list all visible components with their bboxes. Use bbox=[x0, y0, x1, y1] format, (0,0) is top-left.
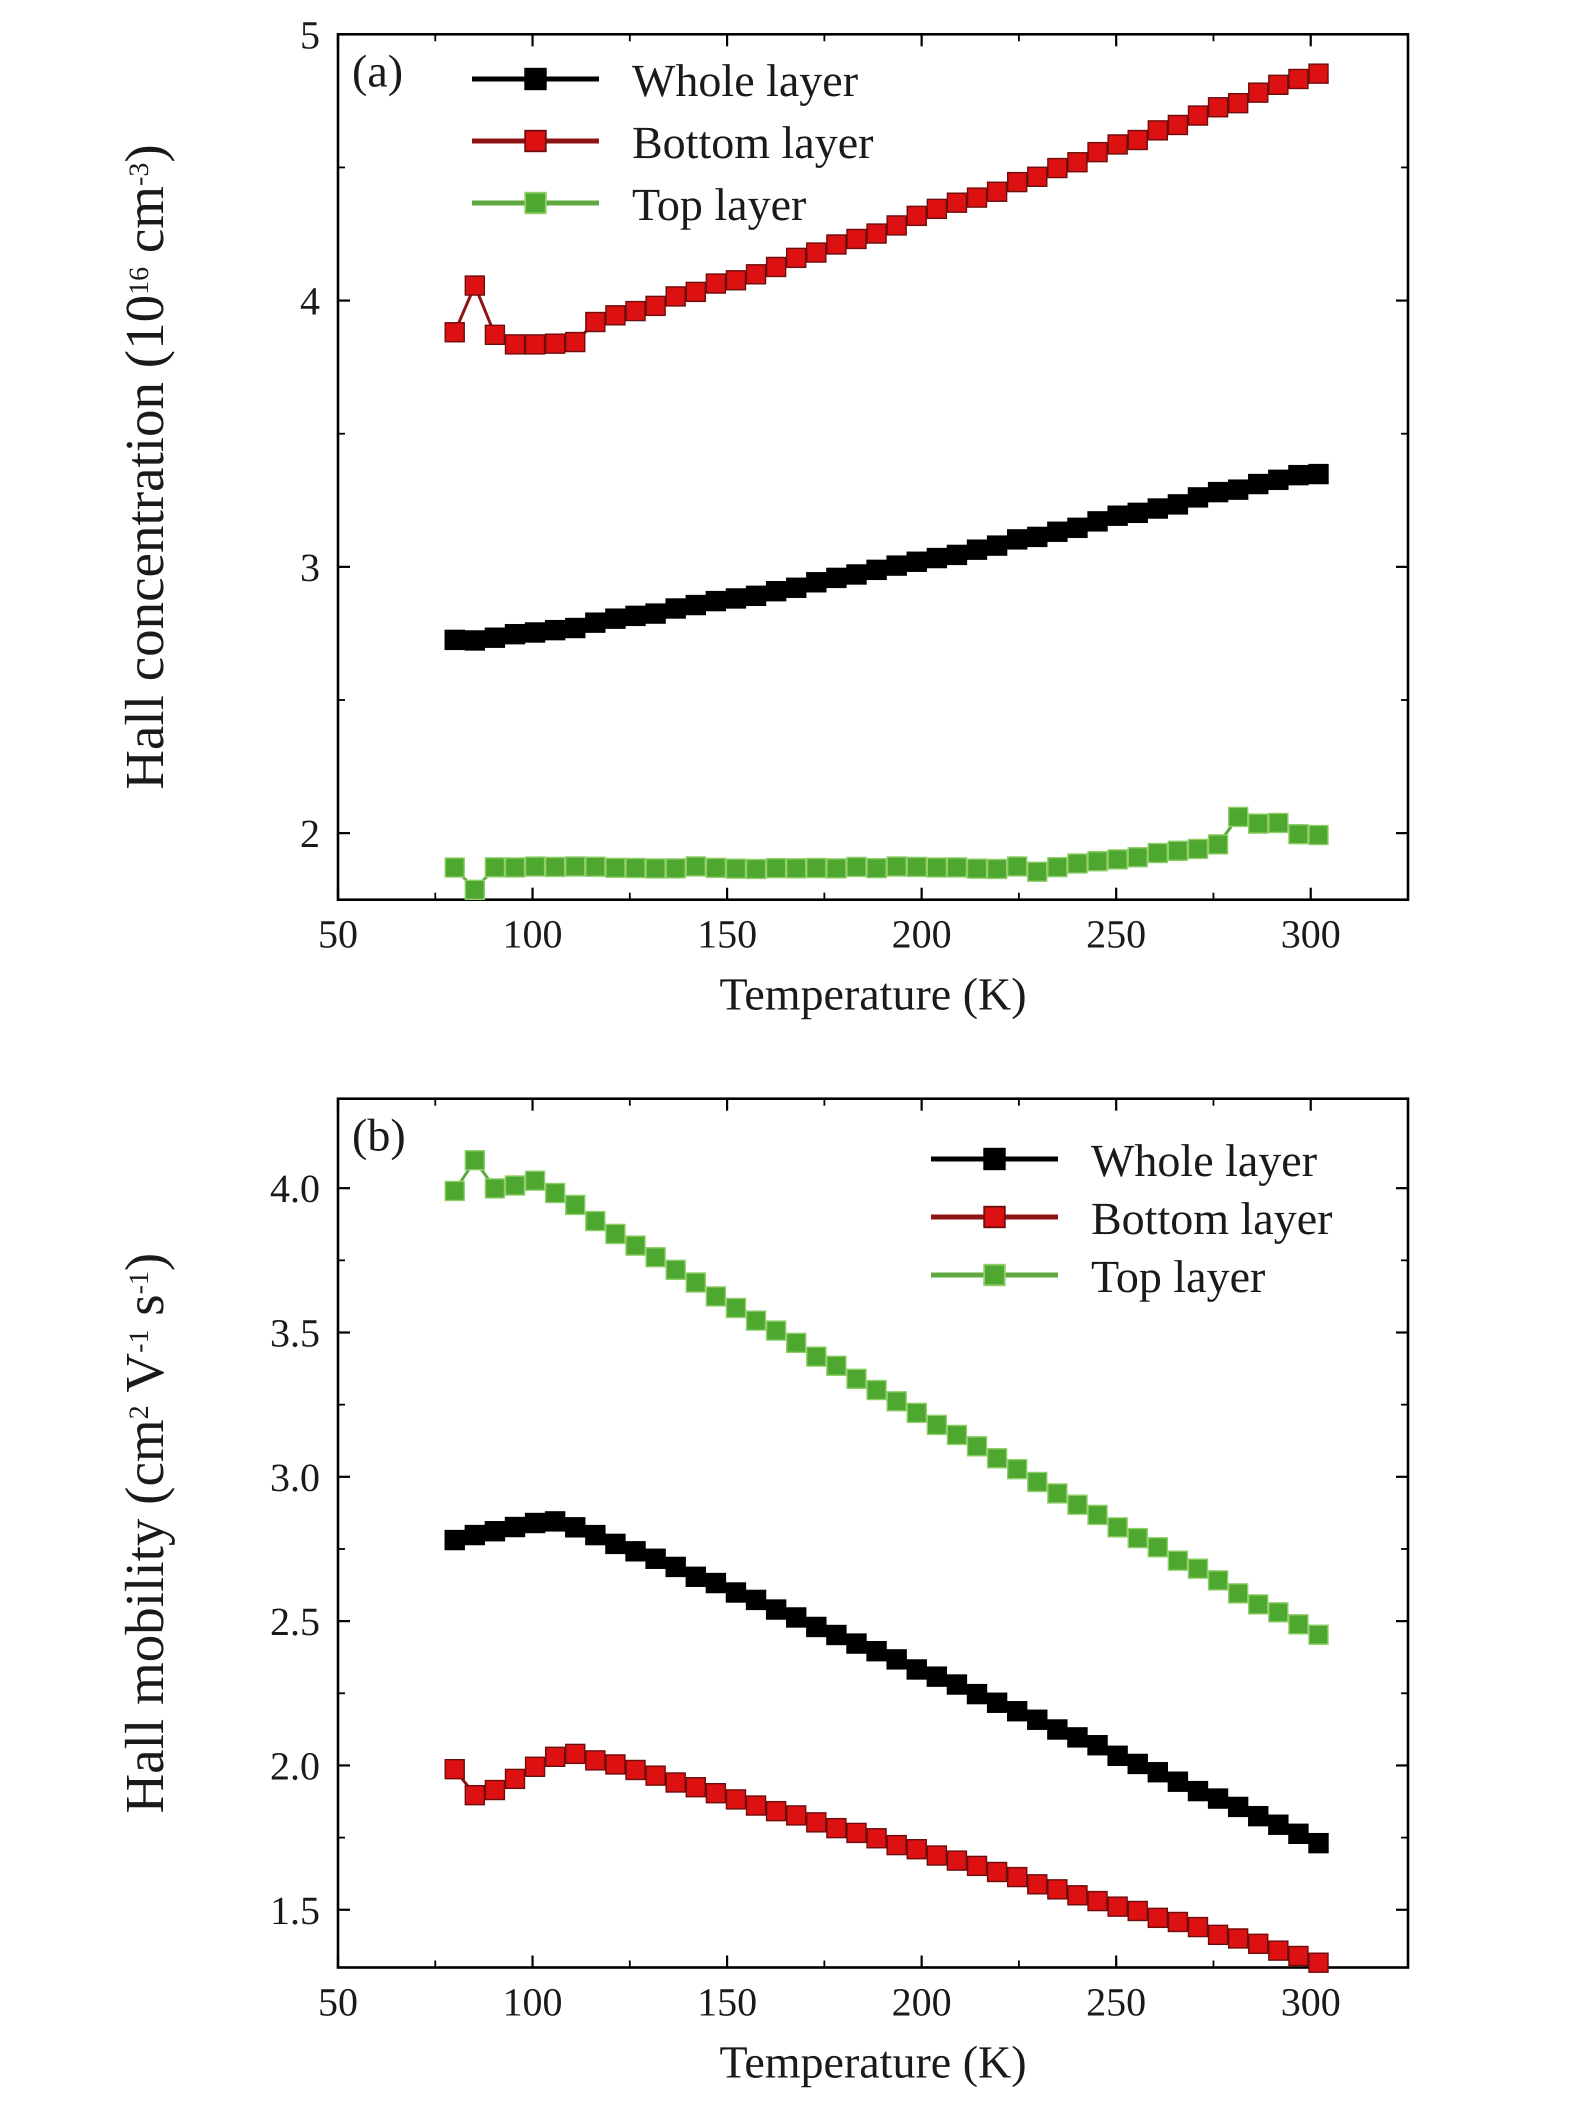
svg-text:50: 50 bbox=[318, 1980, 358, 2025]
svg-text:Top layer: Top layer bbox=[1091, 1251, 1265, 1302]
svg-text:3: 3 bbox=[300, 545, 320, 590]
svg-text:300: 300 bbox=[1281, 912, 1341, 957]
svg-text:200: 200 bbox=[892, 912, 952, 957]
svg-text:5: 5 bbox=[300, 12, 320, 57]
svg-text:Hall concentration (1016 cm-3): Hall concentration (1016 cm-3) bbox=[114, 144, 175, 789]
svg-text:100: 100 bbox=[503, 1980, 563, 2025]
svg-text:2.0: 2.0 bbox=[270, 1743, 320, 1788]
svg-text:250: 250 bbox=[1086, 912, 1146, 957]
svg-text:150: 150 bbox=[697, 1980, 757, 2025]
svg-text:2: 2 bbox=[300, 811, 320, 856]
svg-text:Whole layer: Whole layer bbox=[1091, 1135, 1317, 1186]
svg-text:Bottom layer: Bottom layer bbox=[1091, 1193, 1332, 1244]
svg-text:4: 4 bbox=[300, 279, 320, 324]
svg-text:Bottom layer: Bottom layer bbox=[632, 117, 873, 168]
svg-text:1.5: 1.5 bbox=[270, 1888, 320, 1933]
svg-text:Top layer: Top layer bbox=[632, 179, 806, 230]
svg-text:150: 150 bbox=[697, 912, 757, 957]
svg-text:2.5: 2.5 bbox=[270, 1599, 320, 1644]
svg-text:50: 50 bbox=[318, 912, 358, 957]
svg-text:Temperature (K): Temperature (K) bbox=[719, 2037, 1026, 2088]
svg-text:Hall mobility (cm2 V-1 s-1): Hall mobility (cm2 V-1 s-1) bbox=[114, 1253, 175, 1814]
svg-text:100: 100 bbox=[503, 912, 563, 957]
svg-text:(a): (a) bbox=[352, 45, 403, 96]
svg-text:Temperature (K): Temperature (K) bbox=[719, 969, 1026, 1020]
svg-text:3.5: 3.5 bbox=[270, 1310, 320, 1355]
svg-text:200: 200 bbox=[892, 1980, 952, 2025]
svg-text:3.0: 3.0 bbox=[270, 1455, 320, 1500]
svg-text:(b): (b) bbox=[352, 1110, 406, 1161]
svg-text:250: 250 bbox=[1086, 1980, 1146, 2025]
svg-text:4.0: 4.0 bbox=[270, 1166, 320, 1211]
svg-text:Whole layer: Whole layer bbox=[632, 55, 858, 106]
svg-text:300: 300 bbox=[1281, 1980, 1341, 2025]
